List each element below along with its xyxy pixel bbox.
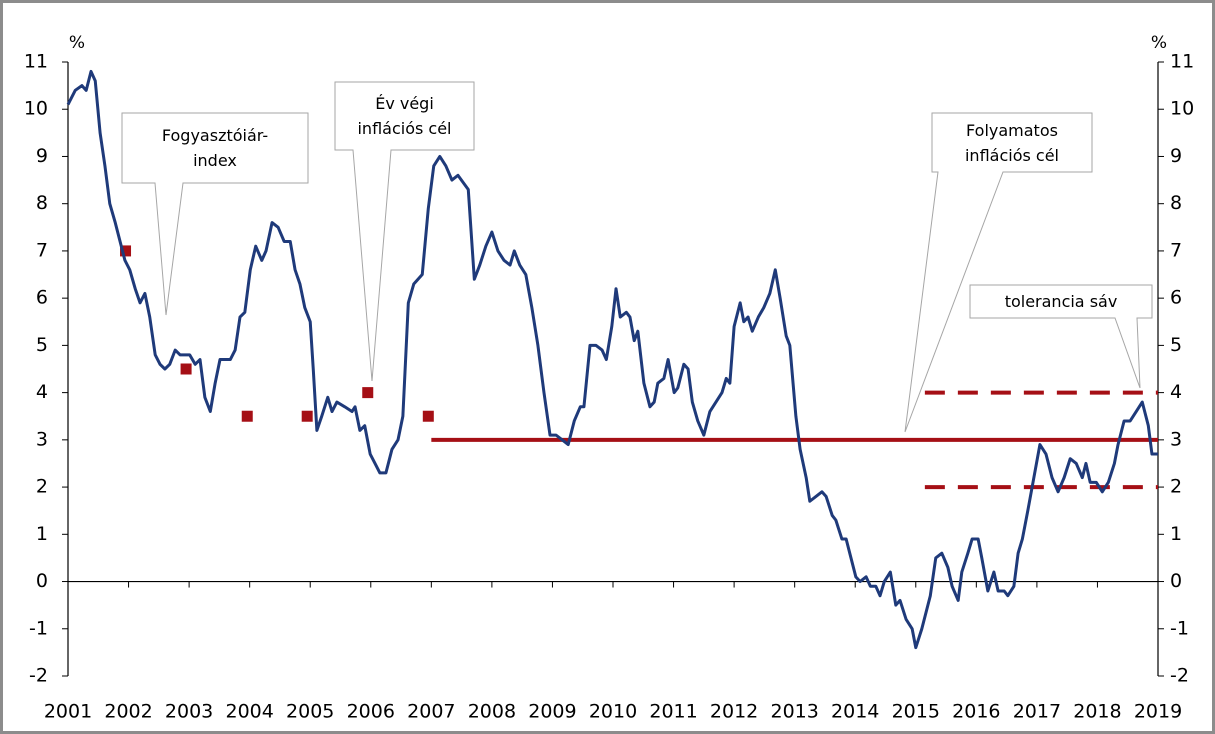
- callout-label: Fogyasztóiár- index: [161, 126, 269, 170]
- target-marker: [301, 410, 313, 422]
- callout-box: [904, 112, 1093, 433]
- y-tick-label: 11: [24, 51, 48, 73]
- x-tick-label: 2002: [104, 701, 152, 723]
- x-tick-label: 2009: [528, 701, 576, 723]
- x-tick-label: 2010: [589, 701, 637, 723]
- x-tick-label: 2005: [286, 701, 334, 723]
- x-tick-label: 2007: [407, 701, 455, 723]
- y-tick-label: 6: [36, 287, 48, 309]
- y2-tick-label: 11: [1170, 51, 1194, 73]
- target-marker: [180, 363, 192, 375]
- y-tick-label: 9: [36, 145, 48, 167]
- x-tick-label: 2018: [1073, 701, 1121, 723]
- x-tick-label: 2003: [165, 701, 213, 723]
- x-tick-label: 2011: [649, 701, 697, 723]
- y-tick-label: 7: [36, 239, 48, 261]
- callout-box: [334, 81, 475, 382]
- y-tick-label: 3: [36, 428, 48, 450]
- callout-label: Év végi inflációs cél: [357, 94, 452, 138]
- target-marker: [362, 387, 374, 399]
- x-tick-label: 2013: [770, 701, 818, 723]
- target-marker: [120, 245, 132, 257]
- x-tick-label: 2016: [952, 701, 1000, 723]
- x-tick-label: 2019: [1134, 701, 1182, 723]
- target-marker: [241, 410, 253, 422]
- target-marker: [422, 410, 434, 422]
- callout-label: tolerancia sáv: [1004, 292, 1118, 311]
- y-tick-label: 4: [36, 381, 48, 403]
- y-tick-label: 0: [36, 570, 48, 592]
- chart: % % -2 -1 0 1 2 3 4 5 6 7 8 9 10 11 -2 -1 0 1 2 3 4 5 6 7 8 9 10 11…: [24, 33, 1194, 723]
- y2-tick-label: 8: [1170, 192, 1182, 214]
- callout-box: [121, 112, 309, 316]
- y-axis-label: %: [69, 33, 85, 53]
- callout-box: [969, 284, 1153, 389]
- y2-axis-label: %: [1151, 33, 1167, 53]
- y2-tick-label: 0: [1170, 570, 1182, 592]
- y-tick-label: 2: [36, 476, 48, 498]
- x-tick-label: 2014: [831, 701, 879, 723]
- cpi-line: [66, 69, 1158, 650]
- y2-tick-label: 1: [1170, 523, 1182, 545]
- y-tick-label: -1: [29, 617, 48, 639]
- y2-tick-label: -1: [1170, 617, 1189, 639]
- y2-tick-label: 2: [1170, 476, 1182, 498]
- y-tick-label: -2: [29, 665, 48, 687]
- y2-tick-label: 3: [1170, 428, 1182, 450]
- y-tick-label: 8: [36, 192, 48, 214]
- x-tick-label: 2017: [1013, 701, 1061, 723]
- y-tick-label: 10: [24, 98, 48, 120]
- x-tick-label: 2004: [225, 701, 273, 723]
- x-tick-label: 2001: [44, 701, 92, 723]
- x-tick-label: 2015: [892, 701, 940, 723]
- y2-tick-label: 7: [1170, 239, 1182, 261]
- x-tick-label: 2006: [347, 701, 395, 723]
- callout-label: Folyamatos inflációs cél: [964, 120, 1059, 165]
- y-tick-label: 1: [36, 523, 48, 545]
- x-tick-label: 2012: [710, 701, 758, 723]
- y2-tick-label: 5: [1170, 334, 1182, 356]
- y2-tick-label: 6: [1170, 287, 1182, 309]
- y2-tick-label: -2: [1170, 665, 1189, 687]
- y2-tick-label: 9: [1170, 145, 1182, 167]
- y2-tick-label: 10: [1170, 98, 1194, 120]
- y-tick-label: 5: [36, 334, 48, 356]
- y2-tick-label: 4: [1170, 381, 1182, 403]
- x-tick-label: 2008: [468, 701, 516, 723]
